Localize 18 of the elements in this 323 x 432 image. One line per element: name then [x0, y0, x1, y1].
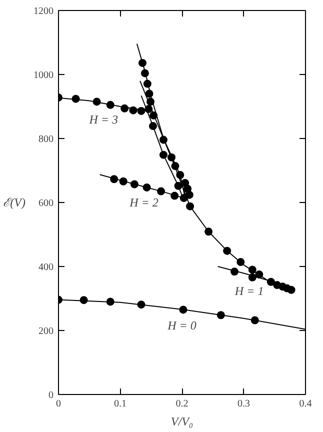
x-axis-title: V/V₀ — [170, 414, 194, 428]
x-tick-label: 0.4 — [299, 398, 312, 410]
y-tick-label: 1000 — [34, 70, 54, 81]
series-label: H = 0 — [166, 318, 196, 332]
y-tick-label: 800 — [38, 134, 54, 145]
y-tick-label: 400 — [38, 262, 54, 273]
y-tick-label: 200 — [38, 326, 54, 337]
x-tick-label: 0 — [56, 398, 61, 410]
x-tick-label: 0.1 — [114, 398, 126, 410]
x-tick-label: 0.3 — [238, 398, 250, 410]
y-axis-title: ℰ(V) — [3, 196, 26, 210]
y-tick-label: 600 — [38, 198, 54, 209]
series-label: H = 1 — [234, 284, 264, 298]
series-label: H = 2 — [128, 196, 158, 210]
y-tick-label: 0 — [48, 390, 54, 401]
x-tick-label: 0.2 — [176, 398, 188, 410]
series-label: H = 3 — [88, 112, 118, 126]
y-tick-label: 1200 — [34, 6, 54, 17]
